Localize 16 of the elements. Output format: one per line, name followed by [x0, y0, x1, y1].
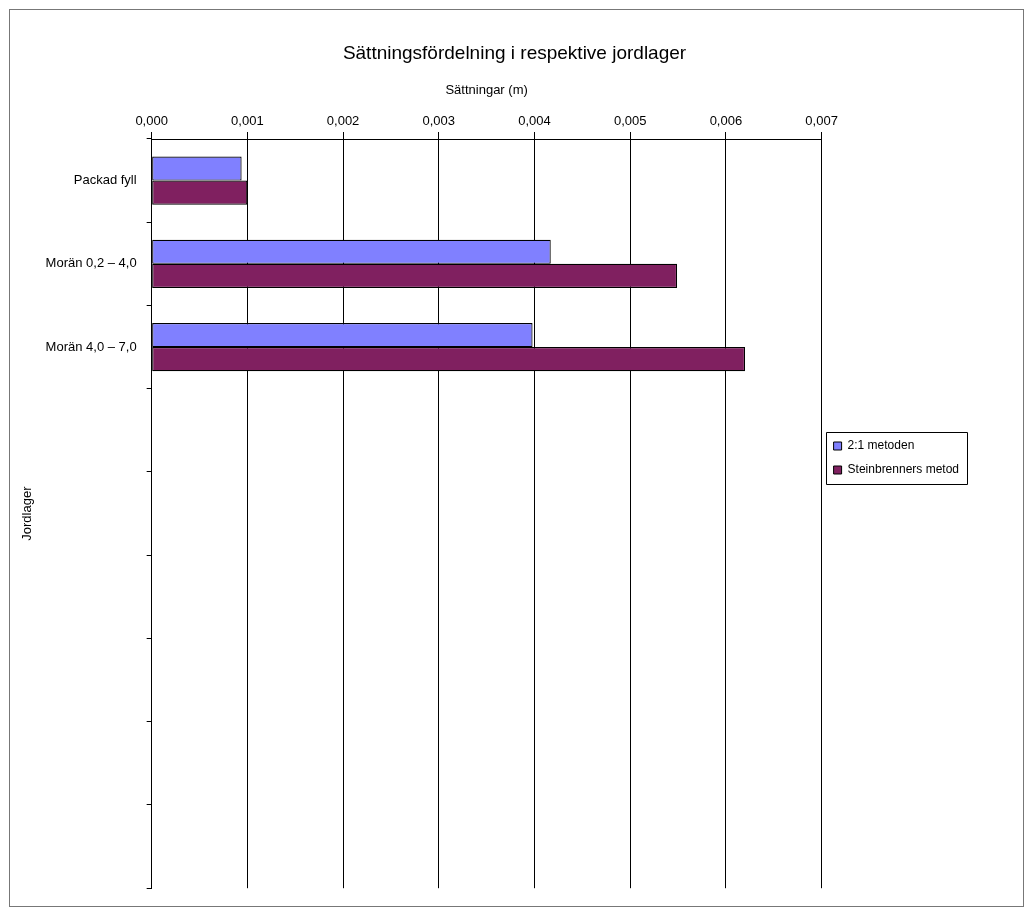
x-tick-label: 0,000 — [135, 112, 168, 128]
x-tick-label: 0,001 — [231, 112, 264, 128]
x-tick-label: 0,002 — [326, 112, 360, 128]
y-axis-title: Jordlager — [19, 485, 35, 541]
x-tick-label: 0,005 — [613, 112, 647, 128]
x-tick-label: 0,003 — [422, 112, 456, 128]
x-tick-label: 0,004 — [518, 112, 551, 128]
x-tick-label: 0,006 — [709, 112, 743, 128]
legend-label: 2:1 metoden — [847, 438, 915, 453]
y-tick-label: Morän 4,0 – 7,0 — [45, 338, 137, 354]
x-tick-label: 0,007 — [805, 112, 838, 128]
legend-label: Steinbrenners metod — [847, 462, 960, 477]
y-tick-label: Morän 0,2 – 4,0 — [45, 255, 137, 271]
x-axis-title: Sättningar (m) — [445, 82, 528, 98]
y-tick-label: Packad fyll — [73, 172, 137, 188]
chart-title: Sättningsfördelning i respektive jordlager — [342, 41, 687, 63]
